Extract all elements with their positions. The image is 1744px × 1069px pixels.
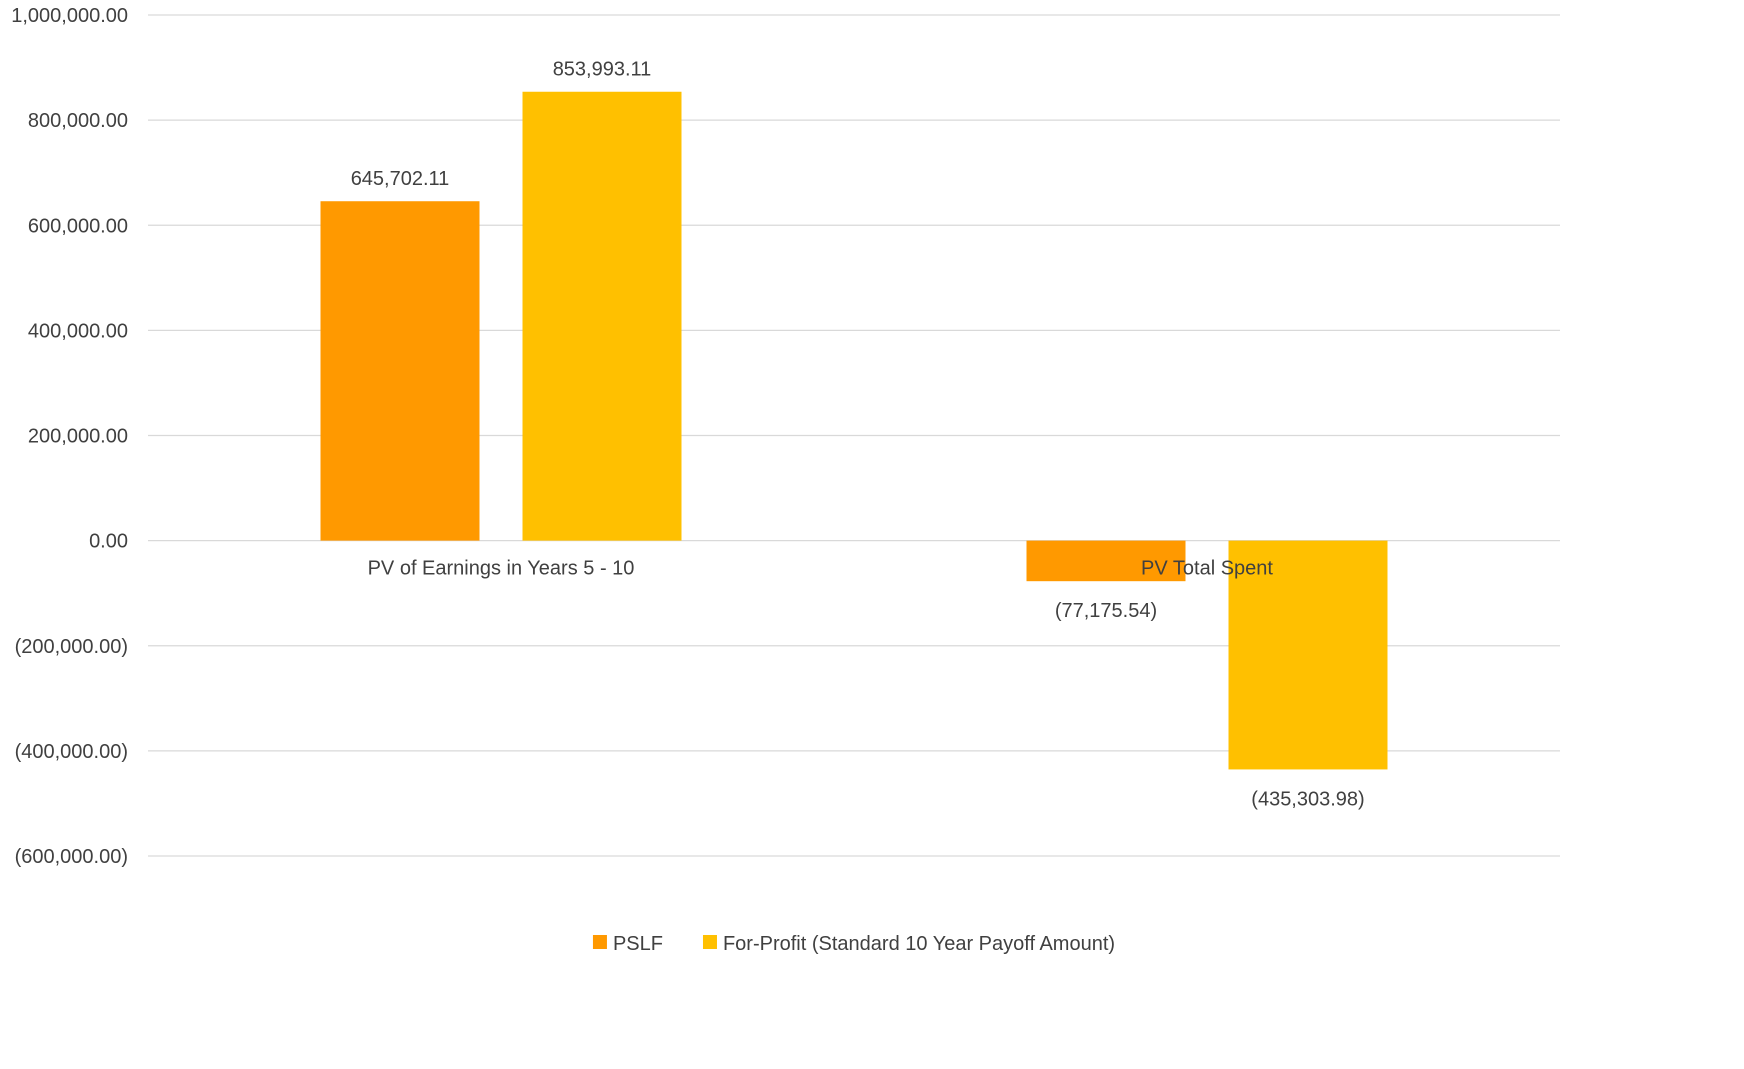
y-tick-label: (200,000.00) <box>15 636 128 658</box>
legend-swatch <box>592 935 607 949</box>
y-tick-label: 1,000,000.00 <box>11 5 128 27</box>
y-tick-label: (600,000.00) <box>15 846 128 868</box>
data-label: 645,702.11 <box>351 168 450 190</box>
y-tick-label: (400,000.00) <box>15 741 128 763</box>
data-label: 853,993.11 <box>553 59 652 81</box>
bar-for-profit-0 <box>522 91 682 541</box>
legend-item-for-profit: For-Profit (Standard 10 Year Payoff Amou… <box>702 933 1115 955</box>
y-tick-label: 400,000.00 <box>28 320 128 342</box>
y-tick-label: 800,000.00 <box>28 110 128 132</box>
data-label: (435,303.98) <box>1251 788 1364 810</box>
category-labels: PV of Earnings in Years 5 - 10 PV Total S… <box>368 558 1274 580</box>
legend: PSLF For-Profit (Standard 10 Year Payoff … <box>592 933 1115 955</box>
legend-swatch <box>702 935 717 949</box>
legend-label: For-Profit (Standard 10 Year Payoff Amou… <box>723 933 1115 955</box>
bar-for-profit-1 <box>1228 540 1388 770</box>
data-label: (77,175.54) <box>1055 600 1157 622</box>
bar-pslf-0 <box>320 201 480 541</box>
legend-item-pslf: PSLF <box>592 933 663 955</box>
y-tick-label: 600,000.00 <box>28 215 128 237</box>
data-labels: 645,702.11 853,993.11 (77,175.54) (435,303.… <box>351 59 1365 811</box>
bar-pslf-1 <box>1026 540 1186 582</box>
legend-label: PSLF <box>613 933 663 955</box>
y-tick-label: 0.00 <box>89 531 128 553</box>
y-axis-tick-labels: 1,000,000.00 800,000.00 600,000.00 400,000.… <box>11 5 128 868</box>
category-label: PV Total Spent <box>1141 558 1273 580</box>
y-tick-label: 200,000.00 <box>28 426 128 448</box>
category-label: PV of Earnings in Years 5 - 10 <box>368 558 635 580</box>
bars <box>320 91 1388 770</box>
